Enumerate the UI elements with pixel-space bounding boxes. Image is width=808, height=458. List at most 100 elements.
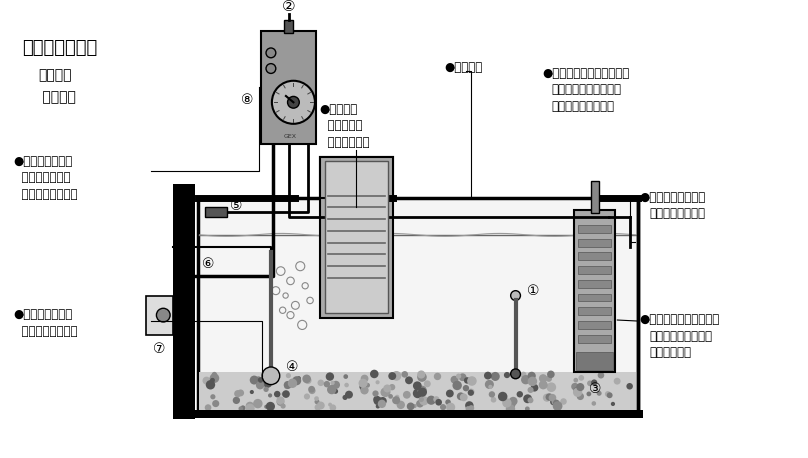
Circle shape	[433, 396, 440, 402]
Circle shape	[389, 384, 395, 390]
Circle shape	[284, 384, 289, 389]
Circle shape	[292, 376, 301, 385]
Circle shape	[344, 383, 349, 387]
Circle shape	[376, 380, 380, 384]
Circle shape	[560, 398, 566, 405]
Circle shape	[157, 308, 170, 322]
Text: ⑥: ⑥	[202, 257, 215, 271]
Circle shape	[264, 405, 268, 409]
Text: ●お湯と水を交互に足し、: ●お湯と水を交互に足し、	[542, 66, 629, 80]
Text: 水中に設置する。: 水中に設置する。	[14, 325, 77, 338]
Circle shape	[381, 388, 389, 397]
Text: フィルター: フィルター	[320, 120, 362, 132]
Circle shape	[446, 403, 455, 412]
Circle shape	[576, 383, 584, 391]
Circle shape	[547, 371, 554, 378]
Bar	[261, 31, 316, 144]
Circle shape	[332, 381, 340, 389]
Circle shape	[577, 393, 584, 400]
Circle shape	[376, 404, 380, 409]
Bar	[591, 181, 599, 213]
Bar	[205, 207, 227, 217]
Circle shape	[291, 380, 297, 386]
Circle shape	[579, 375, 584, 381]
Text: GEX: GEX	[284, 134, 297, 139]
Bar	[579, 239, 612, 246]
Bar	[579, 321, 612, 329]
Circle shape	[392, 396, 400, 404]
Circle shape	[528, 397, 533, 403]
Circle shape	[614, 378, 621, 385]
Text: 水温計を見ながら希望: 水温計を見ながら希望	[552, 83, 622, 96]
Circle shape	[206, 380, 215, 389]
Circle shape	[285, 385, 289, 389]
Circle shape	[418, 386, 427, 395]
Bar	[284, 20, 293, 33]
Circle shape	[314, 404, 321, 411]
Circle shape	[605, 391, 611, 397]
Circle shape	[591, 401, 596, 406]
Circle shape	[377, 400, 386, 408]
Text: 高い位置に設置。: 高い位置に設置。	[14, 188, 77, 201]
Circle shape	[419, 397, 424, 402]
Circle shape	[381, 387, 390, 397]
Circle shape	[233, 397, 240, 404]
Circle shape	[234, 390, 242, 397]
Circle shape	[263, 379, 272, 388]
Bar	[579, 280, 612, 288]
Circle shape	[360, 383, 367, 391]
Circle shape	[253, 399, 263, 409]
Text: （縦向き: （縦向き	[38, 69, 72, 82]
Circle shape	[552, 399, 558, 405]
Circle shape	[413, 382, 422, 390]
Circle shape	[388, 394, 393, 399]
Circle shape	[490, 397, 496, 403]
Circle shape	[326, 372, 334, 381]
Circle shape	[459, 373, 466, 381]
Text: ●水槽フタ: ●水槽フタ	[444, 61, 482, 74]
Circle shape	[498, 392, 507, 401]
Text: ●水温計を設置し、: ●水温計を設置し、	[640, 191, 706, 204]
Circle shape	[468, 390, 474, 396]
Circle shape	[549, 394, 556, 402]
Bar	[320, 157, 393, 198]
Bar	[579, 335, 612, 343]
Circle shape	[626, 383, 633, 390]
Circle shape	[424, 380, 431, 387]
Circle shape	[416, 400, 423, 408]
Circle shape	[280, 403, 286, 409]
Circle shape	[436, 399, 440, 403]
Circle shape	[440, 404, 446, 410]
Circle shape	[573, 387, 583, 397]
Circle shape	[503, 398, 511, 408]
Circle shape	[203, 376, 210, 385]
Circle shape	[328, 403, 332, 407]
Bar	[576, 352, 613, 370]
Circle shape	[467, 376, 477, 386]
Circle shape	[545, 393, 553, 401]
Circle shape	[418, 387, 427, 397]
Circle shape	[210, 378, 215, 383]
Circle shape	[266, 48, 276, 58]
Circle shape	[333, 389, 338, 394]
Circle shape	[571, 383, 579, 390]
Text: の水温に調整する。: の水温に調整する。	[552, 100, 615, 113]
Circle shape	[317, 402, 325, 409]
Circle shape	[343, 374, 348, 379]
Circle shape	[528, 373, 534, 380]
Circle shape	[330, 381, 335, 385]
Text: ⑧: ⑧	[241, 93, 254, 107]
Circle shape	[528, 372, 536, 380]
Circle shape	[417, 372, 427, 382]
Circle shape	[240, 405, 246, 410]
Circle shape	[490, 372, 500, 381]
Bar	[145, 295, 173, 335]
Circle shape	[507, 400, 516, 409]
Circle shape	[276, 398, 284, 406]
Circle shape	[238, 406, 243, 411]
Circle shape	[463, 385, 469, 391]
Circle shape	[545, 376, 552, 382]
Text: ●サーモスタット: ●サーモスタット	[14, 155, 73, 168]
Circle shape	[314, 396, 319, 401]
Circle shape	[419, 396, 428, 405]
